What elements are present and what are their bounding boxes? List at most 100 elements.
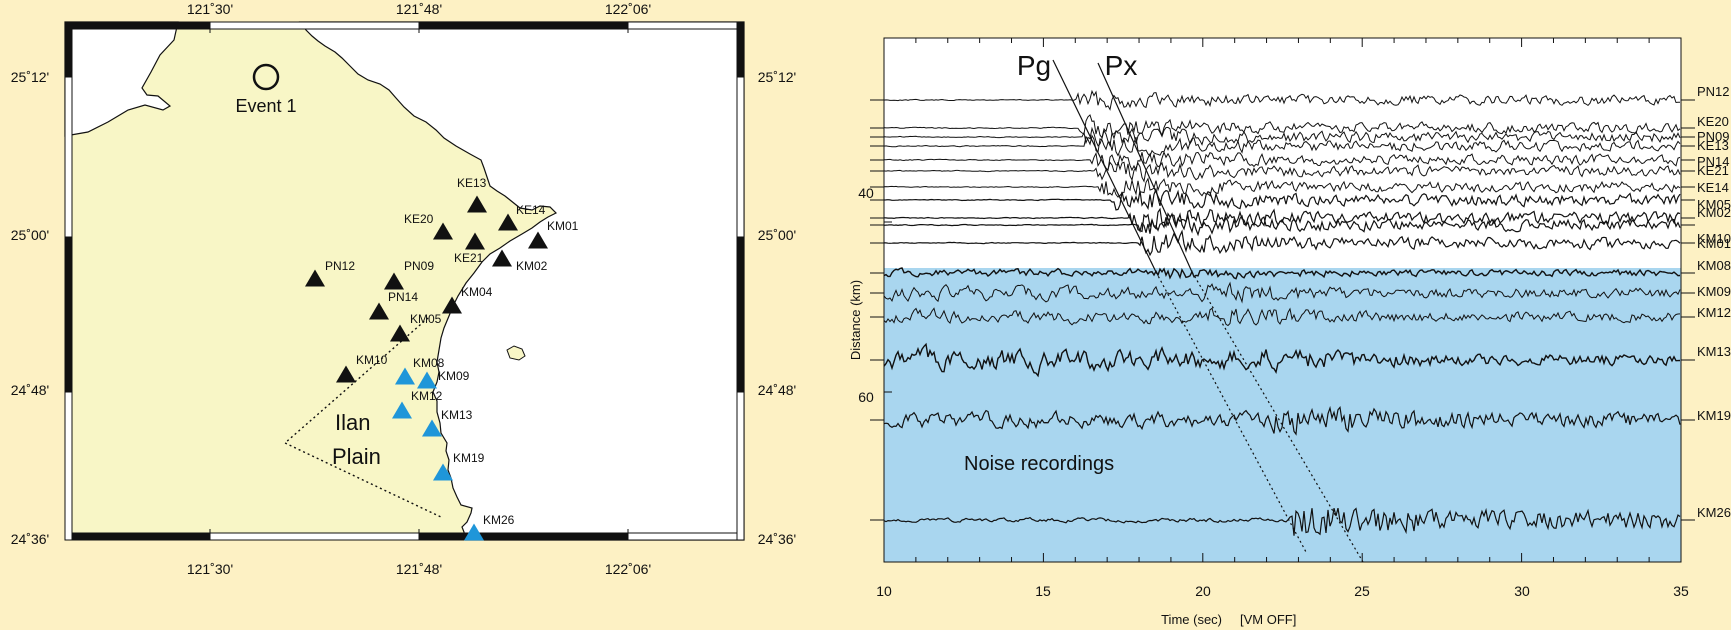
station-label: KM13 xyxy=(441,408,473,422)
trace-waveform xyxy=(883,307,1681,327)
trace-waveform xyxy=(883,89,1680,111)
noise-label: Noise recordings xyxy=(964,453,1114,475)
map-inner-frame xyxy=(71,28,738,534)
trace-waveform xyxy=(883,150,1681,173)
trace-waveform xyxy=(883,187,1681,211)
map-border-segment xyxy=(64,391,73,541)
station-label: KM05 xyxy=(410,312,442,326)
station-triangle-icon xyxy=(417,371,437,389)
lon-tick-label: 122˚06' xyxy=(605,561,651,577)
trace-label: KM26 xyxy=(1697,505,1731,520)
x-tick-label: 20 xyxy=(1195,583,1211,599)
ilan-plain-label: Ilan xyxy=(335,410,370,435)
station-triangle-icon xyxy=(433,222,453,240)
map-border-segment xyxy=(736,236,745,393)
map-border-segment xyxy=(736,21,745,78)
map-border-segment xyxy=(627,532,745,541)
station-label: PN14 xyxy=(388,290,418,304)
trace-label: KM08 xyxy=(1697,258,1731,273)
station-label: KM02 xyxy=(516,259,548,273)
trace-waveform xyxy=(883,114,1681,139)
station-label: KM10 xyxy=(356,353,388,367)
pg-moveout-line xyxy=(1052,59,1157,273)
station-triangle-icon xyxy=(465,232,485,250)
trace-label: KE13 xyxy=(1697,138,1729,153)
plot-frame-outline xyxy=(883,37,1682,563)
station-label: KE13 xyxy=(457,176,487,190)
event-marker xyxy=(252,63,280,91)
lon-tick-label: 122˚06' xyxy=(605,1,651,17)
map-border-segment xyxy=(209,532,420,541)
lat-tick-label: 25˚00' xyxy=(11,227,49,243)
station-triangle-icon xyxy=(442,296,462,314)
trace-waveform xyxy=(883,161,1681,183)
station-triangle-icon xyxy=(305,269,325,287)
lat-tick-label: 24˚48' xyxy=(11,382,49,398)
lat-tick-label: 24˚36' xyxy=(758,531,796,547)
y-tick-label: 40 xyxy=(858,185,874,201)
lat-tick-label: 24˚48' xyxy=(758,382,796,398)
vm-label: [VM OFF] xyxy=(1240,612,1296,627)
trace-label: KM05 xyxy=(1697,197,1731,212)
px-phase-label: Px xyxy=(1105,50,1138,81)
pg-phase-label: Pg xyxy=(1017,50,1051,81)
station-triangle-icon xyxy=(384,272,404,290)
island xyxy=(506,345,526,361)
lat-tick-label: 24˚36' xyxy=(11,531,49,547)
station-triangle-icon xyxy=(422,419,442,437)
trace-label: KM19 xyxy=(1697,408,1731,423)
px-moveout-line-dotted xyxy=(1191,271,1364,563)
map-border-segment xyxy=(627,21,745,30)
sea-area xyxy=(64,21,179,137)
lon-tick-label: 121˚48' xyxy=(396,561,442,577)
map-border-segment xyxy=(209,21,420,30)
lat-tick-label: 25˚00' xyxy=(758,227,796,243)
trace-waveform xyxy=(883,281,1681,304)
trace-label: KM02 xyxy=(1697,205,1731,220)
station-map: 121˚30' 121˚48' 122˚06' 121˚30' 121˚48' … xyxy=(11,1,796,577)
map-border-segment xyxy=(64,236,73,393)
station-label: KM26 xyxy=(483,513,515,527)
x-tick-label: 15 xyxy=(1035,583,1051,599)
map-border-segment xyxy=(736,391,745,541)
station-label: KE21 xyxy=(454,251,484,265)
lat-tick-label: 25˚12' xyxy=(758,69,796,85)
ilan-plain-outline xyxy=(283,317,444,519)
trace-label: PN12 xyxy=(1697,84,1730,99)
trace-waveform xyxy=(883,212,1681,237)
lon-tick-label: 121˚30' xyxy=(187,1,233,17)
trace-label: KM09 xyxy=(1697,284,1731,299)
event-label: Event 1 xyxy=(235,96,296,116)
station-triangle-icon xyxy=(498,213,518,231)
station-label: KM12 xyxy=(411,389,443,403)
station-label: KM19 xyxy=(453,451,485,465)
trace-waveform xyxy=(883,207,1681,233)
station-label: KM08 xyxy=(413,356,445,370)
trace-label: KE14 xyxy=(1697,180,1729,195)
trace-label: KM10 xyxy=(1697,231,1731,246)
station-triangle-icon xyxy=(528,231,548,249)
y-tick-label: 60 xyxy=(858,389,874,405)
trace-waveform xyxy=(883,342,1681,378)
trace-label: KM01 xyxy=(1697,236,1731,251)
x-tick-label: 10 xyxy=(876,583,892,599)
lon-tick-label: 121˚30' xyxy=(187,561,233,577)
map-border-segment xyxy=(64,21,73,78)
x-tick-label: 25 xyxy=(1354,583,1370,599)
map-border-segment xyxy=(64,21,211,30)
trace-waveform xyxy=(883,126,1681,148)
trace-label: KM12 xyxy=(1697,305,1731,320)
trace-label: KE21 xyxy=(1697,163,1729,178)
station-triangle-icon xyxy=(392,401,412,419)
lat-tick-label: 25˚12' xyxy=(11,69,49,85)
trace-label: PN14 xyxy=(1697,154,1730,169)
station-triangle-icon xyxy=(390,324,410,342)
station-label: KE14 xyxy=(516,203,546,217)
station-triangle-icon xyxy=(467,195,487,213)
map-border-segment xyxy=(736,76,745,238)
station-label: KM09 xyxy=(438,369,470,383)
station-triangle-icon xyxy=(492,249,512,267)
trace-waveform xyxy=(883,177,1681,198)
